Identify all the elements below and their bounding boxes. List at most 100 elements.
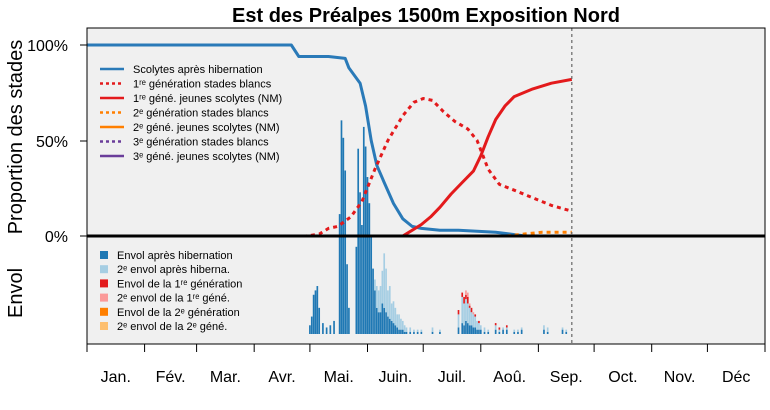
envol-bar-hib2 — [431, 327, 434, 332]
envol-bar-hib2 — [465, 299, 467, 321]
legend-envol-label: 2ᵉ envol après hiberna. — [117, 264, 230, 276]
envol-bar-hib — [374, 290, 376, 334]
envol-bar-hib — [385, 312, 387, 334]
x-tick-label-month: Oct. — [608, 369, 637, 386]
envol-bar-hib2 — [461, 296, 464, 324]
envol-bar-hib — [333, 320, 335, 334]
envol-bar-hib — [463, 325, 465, 334]
envol-bar-hib — [479, 329, 482, 334]
legend-stage-label: 1ʳᵉ géné. jeunes scolytes (NM) — [133, 93, 282, 105]
envol-bar-hib2 — [520, 327, 523, 330]
envol-bar-hib — [398, 329, 400, 334]
envol-bar-hib2 — [405, 327, 408, 332]
envol-bar-hib — [370, 235, 373, 334]
legend-stage-label: Scolytes après hibernation — [133, 64, 263, 76]
envol-bar-hib — [465, 320, 467, 334]
envol-bar-hib — [494, 329, 497, 334]
envol-bar-hib — [416, 331, 419, 334]
envol-bar-hib — [318, 307, 321, 334]
envol-bar-hib — [364, 146, 367, 334]
envol-bar-hib2 — [505, 327, 508, 330]
y-axis-label-bottom: Envol — [5, 268, 27, 318]
envol-bar-hib — [355, 246, 358, 334]
envol-bar-hib — [390, 320, 393, 334]
x-tick-label-month: Sep. — [550, 369, 583, 386]
envol-bar-hib — [470, 325, 473, 334]
envol-bar-hib — [325, 327, 328, 334]
envol-bar-g1b — [465, 290, 467, 295]
envol-bar-hib2 — [383, 253, 386, 308]
legend-stages: Scolytes après hibernation 1ʳᵉ génération… — [100, 64, 282, 163]
x-tick-label-month: Fév. — [156, 369, 186, 386]
envol-bar-hib — [543, 329, 545, 334]
envol-bar-hib — [359, 192, 361, 334]
envol-bar-hib2 — [466, 303, 469, 324]
envol-bar-hib2 — [396, 314, 399, 328]
envol-bar-hib — [517, 331, 519, 334]
envol-bar-hib — [461, 323, 464, 334]
envol-bar-hib — [498, 331, 501, 334]
y-axis-label-top: Proportion des stades — [5, 40, 27, 235]
envol-bar-hib2 — [388, 286, 391, 319]
envol-bar-hib2 — [379, 286, 382, 313]
envol-bar-hib2 — [439, 329, 441, 332]
envol-bar-hib — [400, 329, 402, 334]
envol-bar-hib2 — [463, 303, 465, 326]
legend-stage-label: 2ᵉ géné. jeunes scolytes (NM) — [133, 122, 280, 134]
envol-bar-hib2 — [494, 325, 497, 330]
envol-bar-hib — [478, 329, 480, 334]
envol-bar-hib — [375, 307, 378, 334]
envol-bar-hib — [348, 307, 350, 334]
envol-bar-hib2 — [543, 325, 545, 330]
x-tick-label-month: Juin. — [378, 369, 412, 386]
x-tick-label-month: Aoû. — [493, 369, 526, 386]
envol-bar-hib — [310, 316, 313, 334]
envol-bar-hib — [487, 331, 490, 334]
envol-bar-g1 — [463, 296, 465, 304]
envol-bar-hib — [431, 331, 434, 334]
envol-bar-hib — [362, 126, 365, 335]
plot-frame — [86, 27, 766, 345]
envol-bar-hib — [396, 327, 399, 334]
envol-bar-hib2 — [468, 307, 471, 326]
envol-bar-g1 — [470, 307, 473, 313]
envol-bar-g1 — [461, 292, 464, 297]
x-tick-label-month: Nov. — [664, 369, 696, 386]
envol-bar-hib — [476, 329, 478, 334]
envol-bar-hib2 — [374, 279, 376, 291]
series-line-hibernation — [87, 43, 526, 238]
envol-bar-hib — [561, 329, 564, 334]
envol-bar-hib — [366, 177, 369, 334]
legend-stage-label: 1ʳᵉ génération stades blancs — [133, 79, 272, 91]
envol-bar-hib2 — [517, 329, 519, 332]
envol-bar-hib2 — [513, 329, 516, 332]
envol-bar-hib — [383, 307, 386, 334]
envol-bar-g1 — [498, 327, 501, 330]
legend-envol-swatch — [100, 279, 108, 288]
envol-bar-g1b — [466, 292, 469, 297]
envol-bar-hib2 — [457, 314, 460, 328]
legend-envol-swatch — [100, 293, 108, 302]
envol-bar-g1b — [472, 312, 475, 315]
envol-bar-hib2 — [498, 329, 501, 332]
legend-stage-label: 3ᵉ génération stades blancs — [133, 137, 269, 149]
envol-bar-hib2 — [470, 312, 473, 326]
envol-bar-hib — [409, 331, 412, 334]
envol-bar-hib2 — [474, 316, 477, 328]
envol-bar-g1 — [465, 294, 467, 300]
x-axis: Jan. Fév. Mar. Avr. Mai. Juin. Juil. Aoû. Sep. Oc… — [86, 344, 766, 386]
envol-bar-g1b — [468, 303, 471, 306]
envol-bar-hib — [379, 312, 382, 334]
envol-bar-hib — [361, 225, 363, 334]
envol-bar-hib — [405, 331, 408, 334]
envol-bar-hib2 — [483, 327, 486, 332]
envol-bar-hib2 — [394, 307, 397, 326]
chart-title: Est des Préalpes 1500m Exposition Nord — [232, 5, 620, 27]
envol-bar-hib — [420, 331, 423, 334]
envol-bar-hib2 — [385, 268, 387, 313]
envol-bar-hib2 — [392, 301, 395, 324]
envol-bar-hib — [377, 312, 380, 334]
legend-envol-swatch — [100, 322, 108, 330]
envol-bar-hib — [401, 329, 404, 334]
envol-bar-hib — [344, 170, 347, 334]
